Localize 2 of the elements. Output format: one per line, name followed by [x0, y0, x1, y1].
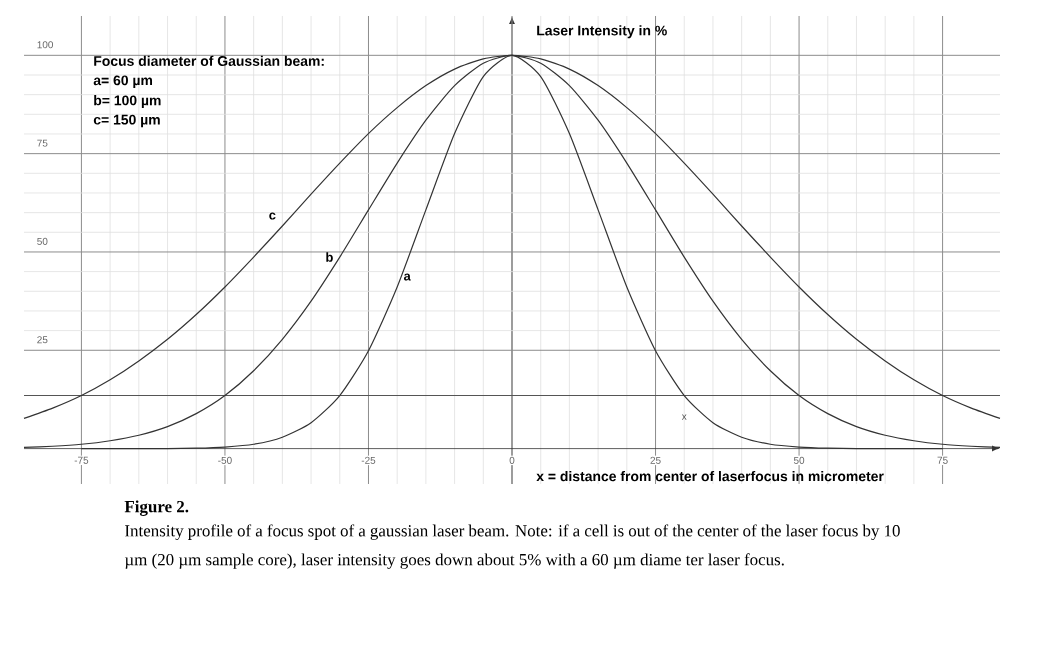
text: Intensity profile of a focus spot of a gaussian laser beam. Note: if a cell is out of the center of the laser focus by 10 µm (20 µm sample core), laser intensity goes down about 5% with a 60 µm diame ter laser focus. — [124, 524, 900, 569]
caption: Figure 2. — [124, 500, 189, 516]
